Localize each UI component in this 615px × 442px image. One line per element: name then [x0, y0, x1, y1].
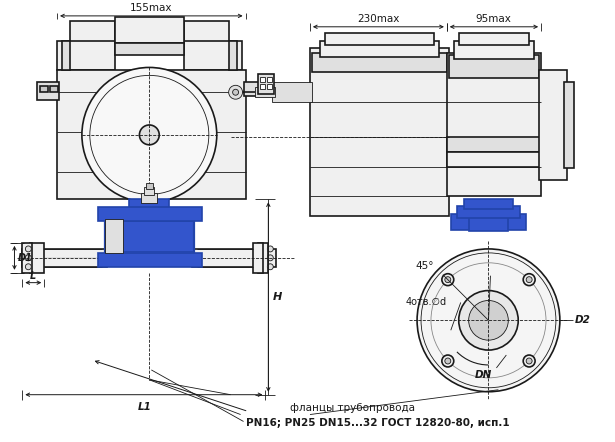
Text: 95max: 95max	[475, 14, 512, 24]
Circle shape	[445, 277, 451, 282]
Circle shape	[25, 264, 31, 270]
Bar	[469, 211, 509, 231]
Bar	[98, 207, 202, 221]
Text: 230max: 230max	[357, 14, 400, 24]
Bar	[141, 194, 157, 203]
Bar	[40, 86, 48, 92]
Circle shape	[82, 68, 216, 202]
Bar	[310, 48, 449, 216]
Bar	[258, 74, 274, 94]
Bar	[320, 41, 439, 57]
Circle shape	[442, 355, 454, 367]
Circle shape	[526, 277, 532, 282]
Bar	[184, 41, 242, 70]
Text: L1: L1	[137, 402, 151, 412]
Circle shape	[442, 274, 454, 286]
Bar	[539, 70, 567, 179]
Circle shape	[268, 264, 273, 270]
Circle shape	[25, 255, 31, 261]
Bar	[229, 41, 237, 70]
Bar	[105, 211, 194, 261]
Circle shape	[229, 85, 242, 99]
Bar	[258, 243, 268, 273]
Bar	[459, 33, 529, 45]
Text: D2: D2	[575, 315, 590, 325]
Text: PN16; PN25 DN15...32 ГОСТ 12820-80, исп.1: PN16; PN25 DN15...32 ГОСТ 12820-80, исп.…	[245, 419, 509, 428]
Text: D1: D1	[17, 253, 33, 263]
Bar	[454, 41, 534, 58]
Bar	[312, 53, 447, 72]
Bar	[50, 86, 58, 92]
Text: 4отв.∅d: 4отв.∅d	[406, 297, 447, 308]
Bar	[325, 33, 434, 45]
Bar	[146, 183, 153, 190]
Circle shape	[469, 301, 509, 340]
Text: L: L	[30, 271, 36, 281]
Circle shape	[268, 255, 273, 261]
Circle shape	[268, 246, 273, 252]
Bar	[114, 43, 184, 54]
Bar	[564, 82, 574, 168]
Circle shape	[523, 274, 535, 286]
Text: H: H	[272, 292, 282, 301]
Bar	[447, 137, 541, 152]
Circle shape	[526, 358, 532, 364]
Bar	[268, 77, 272, 82]
Bar	[255, 87, 276, 97]
Bar	[105, 219, 122, 253]
Bar	[30, 243, 44, 273]
Circle shape	[417, 249, 560, 392]
Bar	[22, 249, 106, 267]
Bar	[145, 187, 154, 195]
Text: DN: DN	[475, 370, 492, 380]
Bar	[57, 70, 245, 199]
Bar	[447, 53, 541, 196]
Bar	[62, 41, 70, 70]
Bar	[192, 249, 276, 267]
Bar	[449, 54, 539, 78]
Bar	[70, 21, 114, 43]
Bar	[22, 243, 33, 273]
Bar	[244, 82, 261, 96]
Text: фланцы трубопровода: фланцы трубопровода	[290, 403, 415, 412]
Bar	[114, 17, 184, 43]
Circle shape	[459, 290, 518, 350]
Bar	[447, 152, 541, 167]
Text: 45°: 45°	[416, 261, 434, 271]
Bar	[38, 82, 59, 100]
Bar	[22, 257, 106, 259]
Bar	[451, 214, 526, 230]
Text: 155max: 155max	[130, 3, 173, 13]
Bar	[260, 77, 265, 82]
Bar	[184, 21, 229, 43]
Circle shape	[232, 89, 239, 95]
Bar	[464, 199, 514, 209]
Bar	[130, 199, 169, 213]
Circle shape	[445, 358, 451, 364]
Bar	[272, 82, 312, 102]
Circle shape	[523, 355, 535, 367]
Bar	[98, 253, 202, 267]
Bar	[57, 41, 114, 70]
Bar	[268, 84, 272, 89]
Circle shape	[25, 246, 31, 252]
Bar	[253, 243, 263, 273]
Circle shape	[140, 125, 159, 145]
Bar	[260, 84, 265, 89]
Bar	[457, 206, 520, 218]
